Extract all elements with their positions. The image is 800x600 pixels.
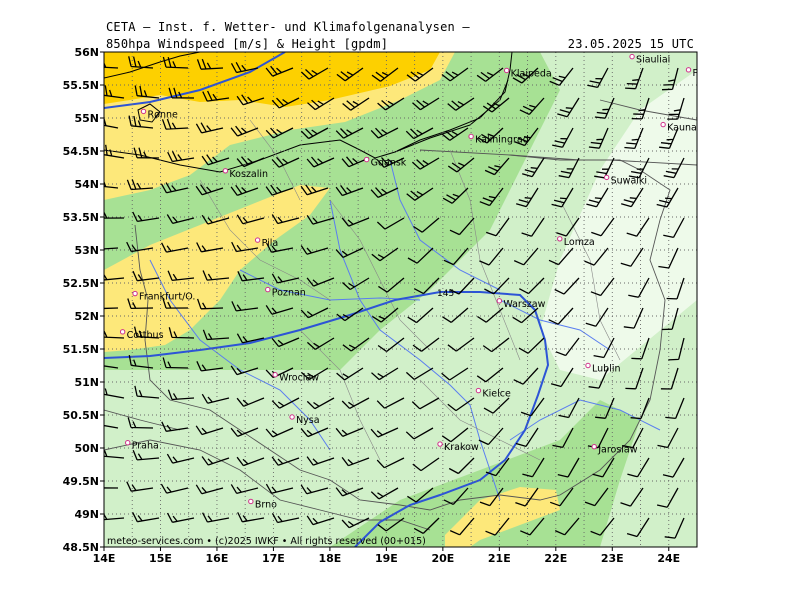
city-krakow: Krakow	[437, 441, 479, 453]
lon-tick-label: 15E	[149, 552, 172, 565]
city-pila: Pila	[254, 237, 279, 249]
svg-text:Nysa: Nysa	[296, 415, 320, 426]
wind-speed-field-15-20-south	[330, 400, 640, 547]
lat-tick-label: 54N	[74, 178, 99, 191]
city-kielce: Kielce	[475, 387, 511, 400]
lat-tick-label: 56N	[74, 46, 99, 59]
city-praha: Praha	[125, 440, 159, 452]
lon-tick-label: 21E	[488, 552, 511, 565]
lat-tick-label: 55.5N	[63, 79, 99, 92]
lon-tick-label: 16E	[206, 552, 229, 565]
lat-tick-label: 52N	[74, 310, 99, 323]
city-siauliai: Siauliai	[629, 53, 670, 66]
credit-line: meteo-services.com • (c)2025 IWKF • All …	[107, 536, 426, 547]
lat-tick-label: 48.5N	[63, 541, 99, 554]
city-gdansk: Gdansk	[363, 156, 407, 169]
lat-tick-label: 53.5N	[63, 211, 99, 224]
svg-text:Kielce: Kielce	[482, 389, 511, 400]
svg-text:Panevezys: Panevezys	[693, 68, 743, 79]
map-frame	[103, 51, 698, 548]
city-brno: Brno	[248, 498, 277, 510]
svg-text:Jaroslaw: Jaroslaw	[597, 445, 638, 456]
city-poznan: Poznan	[265, 286, 306, 299]
svg-text:Wroclaw: Wroclaw	[279, 373, 319, 384]
city-warszaw: Warszaw	[496, 298, 546, 310]
lat-tick-label: 51.5N	[63, 343, 99, 356]
lat-tick-label: 49N	[74, 508, 99, 521]
city-lomza: Lomza	[557, 236, 595, 248]
curonian-spit	[394, 79, 509, 153]
svg-text:Frankfurt/O.: Frankfurt/O.	[139, 292, 195, 303]
city-rnne: Rønne	[140, 108, 178, 120]
city-wroclaw: Wroclaw	[272, 372, 319, 384]
city-jaroslaw: Jaroslaw	[591, 443, 638, 456]
lon-tick-label: 14E	[93, 552, 116, 565]
lat-tick-label: 54.5N	[63, 145, 99, 158]
graticule	[104, 52, 697, 547]
svg-text:Lublin: Lublin	[592, 364, 620, 375]
city-lublin: Lublin	[585, 362, 620, 375]
svg-text:Poznan: Poznan	[272, 288, 306, 299]
lat-tick-label: 51N	[74, 376, 99, 389]
city-kaunas: Kaunas	[660, 121, 702, 134]
rivers	[149, 159, 661, 501]
axis-ticks: 14E 15E 16E 17E 18E 19E 20E 21E 22E 23E 24E 56N 55.5…	[63, 46, 681, 565]
sweden-coast	[104, 52, 201, 79]
city-panevezys: Panevezys	[685, 67, 743, 79]
svg-text:Kaliningrad: Kaliningrad	[475, 134, 529, 145]
lat-tick-label: 50.5N	[63, 409, 99, 422]
cities: Siauliai Panevezys Klaipeda Kaunas Rønne Kali…	[119, 53, 743, 510]
lon-tick-label: 18E	[318, 552, 341, 565]
city-kaliningrad: Kaliningrad	[468, 133, 529, 145]
header-title: CETA — Inst. f. Wetter- und Klimafolgena…	[106, 20, 470, 34]
svg-text:Koszalin: Koszalin	[229, 169, 268, 180]
svg-text:Lomza: Lomza	[564, 237, 595, 248]
city-nysa: Nysa	[289, 414, 320, 426]
city-klaipeda: Klaipeda	[503, 67, 552, 79]
valid-time: 23.05.2025 15 UTC	[567, 37, 694, 51]
svg-text:Kaunas: Kaunas	[667, 123, 702, 134]
city-suwalki: Suwalki	[603, 174, 647, 186]
svg-text:Siauliai: Siauliai	[636, 55, 670, 66]
height-contour-north	[104, 52, 286, 109]
bornholm-island	[137, 103, 161, 123]
svg-text:Suwalki: Suwalki	[611, 175, 647, 186]
lat-tick-label: 50N	[74, 442, 99, 455]
svg-text:Praha: Praha	[132, 441, 159, 452]
lon-tick-label: 20E	[431, 552, 454, 565]
lon-tick-label: 24E	[657, 552, 680, 565]
svg-text:Rønne: Rønne	[148, 109, 178, 120]
lon-tick-label: 23E	[601, 552, 624, 565]
contour-label: 145	[437, 289, 454, 299]
svg-text:Warszaw: Warszaw	[503, 299, 545, 310]
baltic-coastline	[104, 52, 513, 173]
admin-boundaries	[199, 119, 621, 461]
svg-text:Gdansk: Gdansk	[371, 158, 407, 169]
svg-text:Cottbus: Cottbus	[127, 330, 164, 341]
wind-speed-field-20-25-south	[445, 487, 560, 547]
city-cottbus: Cottbus	[119, 329, 164, 341]
wind-barbs	[104, 56, 685, 539]
lat-tick-label: 49.5N	[63, 475, 99, 488]
lat-tick-label: 55N	[74, 112, 99, 125]
lon-tick-label: 19E	[375, 552, 398, 565]
svg-text:Pila: Pila	[262, 238, 279, 249]
lat-tick-label: 53N	[74, 244, 99, 257]
city-frankfurto: Frankfurt/O.	[132, 290, 195, 303]
lon-tick-label: 17E	[262, 552, 285, 565]
lat-tick-label: 52.5N	[63, 277, 99, 290]
svg-text:Klaipeda: Klaipeda	[511, 68, 552, 79]
svg-text:Brno: Brno	[255, 499, 277, 510]
svg-text:Krakow: Krakow	[444, 442, 479, 453]
lon-tick-label: 22E	[544, 552, 567, 565]
city-koszalin: Koszalin	[222, 168, 268, 180]
header-subtitle: 850hpa Windspeed [m/s] & Height [gpdm]	[106, 37, 389, 51]
